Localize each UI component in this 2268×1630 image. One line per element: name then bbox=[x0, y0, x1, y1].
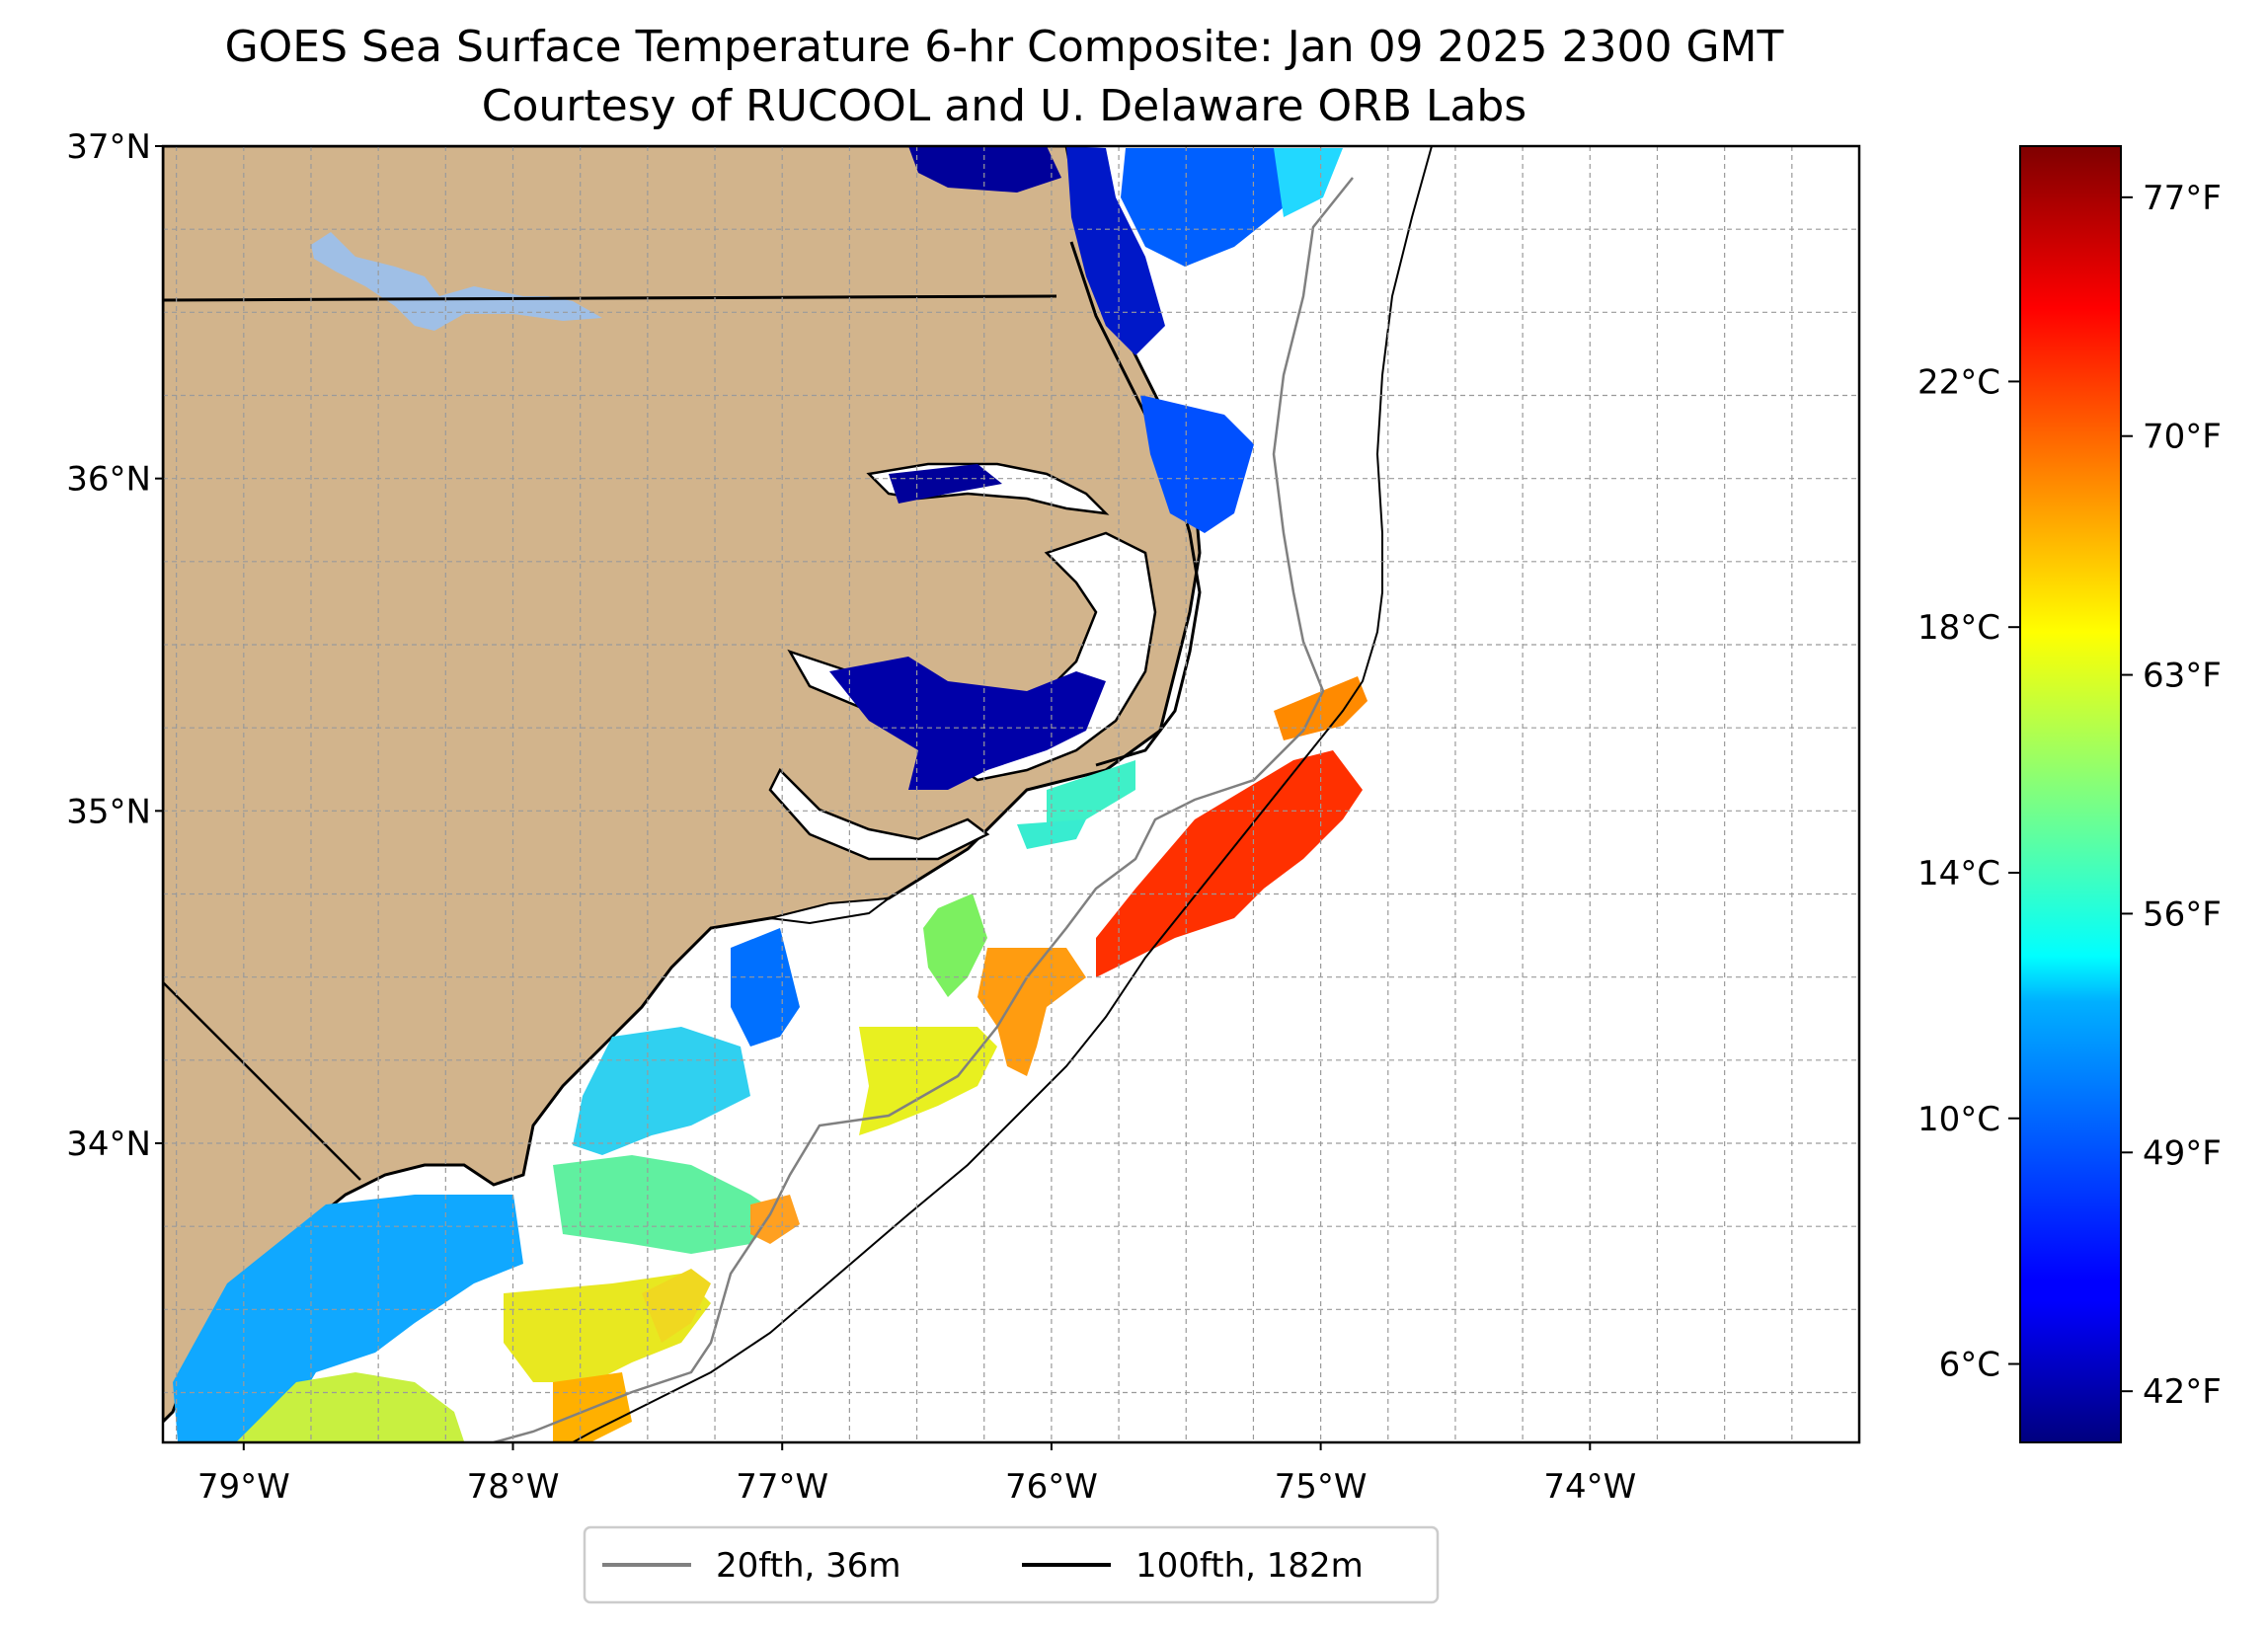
lat-label: 36°N bbox=[66, 460, 151, 500]
lon-label: 77°W bbox=[736, 1467, 828, 1507]
sst-patch-north-bay bbox=[908, 146, 1061, 193]
bogue-sound bbox=[769, 896, 893, 925]
inland-lake bbox=[311, 232, 602, 331]
legend-label-100fth: 100fth, 182m bbox=[1135, 1546, 1364, 1586]
legend-label-20fth: 20fth, 36m bbox=[716, 1546, 901, 1586]
fahrenheit-label: 56°F bbox=[2143, 894, 2222, 934]
sst-patch-currituck bbox=[1066, 146, 1165, 355]
fahrenheit-label: 77°F bbox=[2143, 179, 2222, 218]
lon-label: 76°W bbox=[1005, 1467, 1098, 1507]
sst-patch-onslow-cyan bbox=[573, 1027, 750, 1155]
legend-box bbox=[583, 1525, 1440, 1604]
sst-patch-south-yellow-east bbox=[642, 1269, 711, 1343]
celsius-label: 10°C bbox=[1917, 1100, 2000, 1139]
colorbar-fahrenheit-ticks: 77°F 70°F 63°F 56°F 49°F 42°F bbox=[2121, 179, 2222, 1412]
celsius-label: 14°C bbox=[1917, 854, 2000, 893]
latitude-labels: 37°N 36°N 35°N 34°N bbox=[66, 127, 163, 1164]
legend: 20fth, 36m 100fth, 182m bbox=[583, 1525, 1440, 1604]
fahrenheit-label: 42°F bbox=[2143, 1372, 2222, 1412]
celsius-label: 22°C bbox=[1917, 362, 2000, 402]
sst-patch-duck bbox=[1140, 395, 1254, 533]
fahrenheit-label: 63°F bbox=[2143, 657, 2222, 696]
fahrenheit-label: 70°F bbox=[2143, 418, 2222, 457]
sst-patch-long-bay-blue bbox=[173, 1195, 523, 1441]
sst-patch-gulfstream-main bbox=[1096, 750, 1363, 977]
sst-patch-frying-pan-orange bbox=[750, 1195, 800, 1244]
gridlines bbox=[163, 146, 1859, 1442]
map-area bbox=[163, 146, 1859, 1442]
lon-label: 79°W bbox=[197, 1467, 290, 1507]
pamlico-sound bbox=[945, 531, 1157, 782]
sst-patch-frying-pan-green bbox=[553, 1155, 780, 1254]
title-line1: GOES Sea Surface Temperature 6-hr Compos… bbox=[225, 22, 1784, 72]
sst-patch-hatteras-west bbox=[1047, 760, 1135, 829]
lon-label: 74°W bbox=[1543, 1467, 1636, 1507]
title-line2: Courtesy of RUCOOL and U. Delaware ORB L… bbox=[482, 81, 1526, 131]
contour-20fth bbox=[493, 177, 1354, 1442]
sst-patch-long-bay-yellow bbox=[237, 1372, 464, 1441]
sst-patch-pamlico bbox=[829, 657, 1106, 790]
sst-patch-offshore-north-cyan bbox=[1274, 148, 1343, 217]
va-nc-border bbox=[163, 294, 1057, 302]
lat-label: 35°N bbox=[66, 792, 151, 831]
outer-banks bbox=[1069, 241, 1202, 767]
celsius-label: 6°C bbox=[1939, 1346, 2000, 1385]
neuse-river bbox=[768, 767, 990, 861]
lat-label: 34°N bbox=[66, 1125, 151, 1164]
longitude-labels: 79°W 78°W 77°W 76°W 75°W 74°W bbox=[197, 1442, 1636, 1507]
colorbar: 22°C 18°C 14°C 10°C 6°C 77°F 70°F 63°F 56°F 49°F… bbox=[1917, 145, 2222, 1443]
lon-label: 75°W bbox=[1275, 1467, 1368, 1507]
sst-patch-cape-lookout-orange bbox=[978, 948, 1086, 1076]
lat-label: 37°N bbox=[66, 127, 151, 167]
lon-label: 78°W bbox=[467, 1467, 560, 1507]
colorbar-gradient bbox=[2019, 145, 2122, 1443]
sst-patch-cape-lookout-green bbox=[923, 893, 987, 997]
sst-patch-onslow-yellow bbox=[859, 1027, 997, 1135]
fahrenheit-label: 49°F bbox=[2143, 1133, 2222, 1173]
nc-sc-border bbox=[163, 981, 361, 1181]
map-frame bbox=[161, 144, 1861, 1444]
colorbar-celsius-ticks: 22°C 18°C 14°C 10°C 6°C bbox=[1917, 362, 2020, 1385]
celsius-label: 18°C bbox=[1917, 608, 2000, 648]
